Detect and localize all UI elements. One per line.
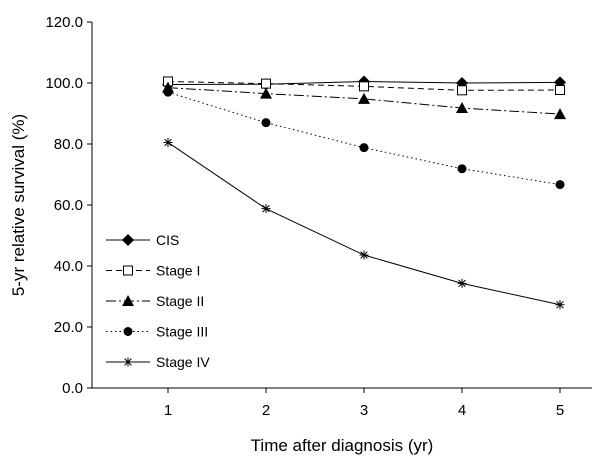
y-tick-label: 0.0 [62,380,83,397]
legend-marker-stage-iv-stroke [124,358,132,366]
y-tick-label: 60.0 [54,197,83,214]
legend-item-stage-iii: Stage III [106,324,208,340]
series-line-stage-iii [167,91,561,186]
data-point-stage-i [555,85,565,96]
legend-marker-stage-iii [123,327,133,336]
legend-marker-stage-iv [123,357,133,367]
data-point-stage-iv-stroke [360,251,368,259]
legend-label-cis: CIS [156,232,179,248]
legend-item-stage-ii: Stage II [106,293,204,309]
series-stage-i [163,76,565,96]
data-point-stage-ii [554,108,566,120]
x-axis-title: Time after diagnosis (yr) [251,436,434,455]
legend-marker-cis [122,234,134,246]
series-line-stage-ii [167,87,561,115]
data-point-stage-iv [261,204,271,214]
data-point-stage-iii [163,87,173,97]
legend-item-stage-i: Stage I [106,263,200,279]
y-axis-title: 5-yr relative survival (%) [9,114,28,296]
data-point-stage-iii [555,180,565,190]
data-point-stage-iii [261,118,271,128]
legend-item-stage-iv: Stage IV [106,354,210,370]
legend-marker-stage-i [123,265,133,276]
y-tick-label: 80.0 [54,136,83,153]
x-tick-label: 2 [262,402,270,419]
series-line-stage-i [167,80,561,91]
x-tick-label: 3 [360,402,368,419]
legend-marker-stage-ii [122,295,134,306]
y-tick-label: 20.0 [54,319,83,336]
x-tick-label: 5 [556,402,564,419]
y-tick-label: 40.0 [54,258,83,275]
legend-label-stage-iii: Stage III [156,324,208,340]
y-tick-label: 100.0 [45,75,83,92]
legend-label-stage-iv: Stage IV [156,354,210,370]
data-point-stage-i [359,81,369,92]
x-tick-label: 1 [164,402,172,419]
data-point-stage-iv-stroke [164,138,172,147]
data-point-stage-i [261,78,271,89]
legend-item-cis: CIS [106,232,179,248]
series-layer [162,75,566,310]
ticks: 0.0 20.0 40.0 60.0 80.0 100.0 120.0 1 2 3 4 5 [45,14,564,419]
data-point-stage-ii [358,92,370,104]
data-point-stage-iv [359,250,369,260]
data-point-stage-ii [456,102,468,114]
legend-label-stage-ii: Stage II [156,293,204,309]
series-line-stage-iv [167,142,561,306]
legend-label-stage-i: Stage I [156,263,200,279]
data-point-stage-i [457,85,467,96]
data-point-stage-iv [163,137,173,147]
x-tick-label: 4 [458,402,466,419]
data-point-stage-iii [457,164,467,174]
series-stage-iii [163,87,565,190]
data-point-stage-iv [555,300,565,310]
data-point-stage-iv-stroke [556,301,564,309]
data-point-stage-iv [457,278,467,288]
data-point-stage-ii [260,87,272,99]
data-point-stage-iv-stroke [458,279,466,288]
y-tick-label: 120.0 [45,14,83,31]
legend: CIS Stage I Stage II Stage III Stage IV [106,232,210,370]
series-stage-iv [163,137,565,310]
data-point-stage-iii [359,143,369,153]
data-point-stage-iv-stroke [262,204,270,213]
